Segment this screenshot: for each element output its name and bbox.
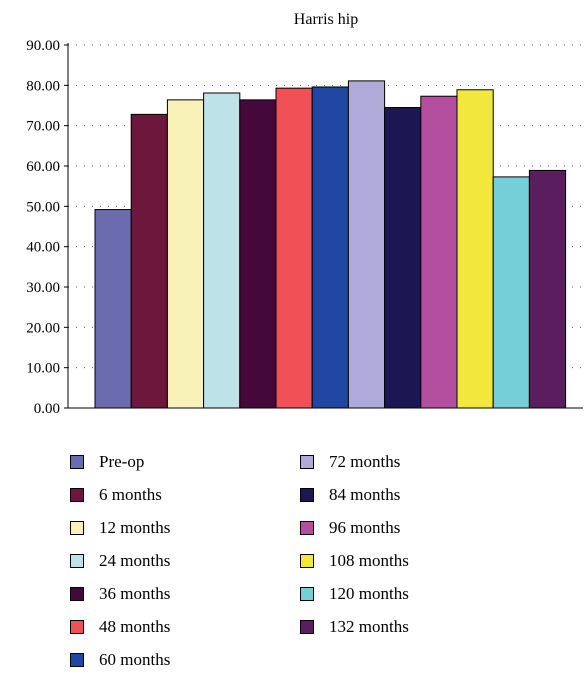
bar [239, 99, 277, 409]
legend-label: 24 months [99, 551, 171, 570]
legend-item: 36 months [70, 584, 170, 617]
legend-swatch [70, 521, 84, 535]
legend-swatch [300, 521, 314, 535]
legend-swatch [300, 455, 314, 469]
y-tick-label: 20.00 [26, 320, 60, 336]
bar [492, 176, 530, 409]
legend-item: 12 months [70, 518, 170, 551]
y-tick-label: 50.00 [26, 199, 60, 215]
y-tick-label: 0.00 [34, 401, 60, 417]
legend-swatch [70, 620, 84, 634]
y-tick-label: 30.00 [26, 280, 60, 296]
bar [203, 92, 241, 409]
bar [94, 209, 132, 409]
y-tick-label: 60.00 [26, 159, 60, 175]
legend-swatch [300, 488, 314, 502]
legend-swatch [70, 455, 84, 469]
bars [94, 80, 567, 409]
y-tick-label: 80.00 [26, 78, 60, 94]
bar-chart: Harris hip 0.00 10.00 20.00 30.00 40.00 50.00… [26, 11, 583, 417]
bar [456, 89, 494, 409]
legend-item: 6 months [70, 485, 170, 518]
bar [347, 80, 386, 409]
y-tick-label: 10.00 [26, 361, 60, 377]
legend-swatch [70, 488, 84, 502]
bar [420, 95, 458, 409]
legend-item: 120 months [300, 584, 409, 617]
legend-label: 48 months [99, 617, 171, 636]
legend-item: 132 months [300, 617, 409, 650]
legend-swatch [70, 554, 84, 568]
bar [528, 169, 567, 409]
legend-label: 132 months [329, 617, 409, 636]
legend-item: Pre-op [70, 452, 170, 485]
legend-swatch [300, 554, 314, 568]
legend-label: 60 months [99, 650, 171, 669]
legend-label: 84 months [329, 485, 401, 504]
bar [384, 107, 422, 409]
legend-label: 96 months [329, 518, 401, 537]
y-tick-label: 40.00 [26, 240, 60, 256]
legend-item: 72 months [300, 452, 409, 485]
legend-swatch [70, 587, 84, 601]
y-axis-ticks: 0.00 10.00 20.00 30.00 40.00 50.00 60.00 70.00 8… [26, 38, 68, 417]
legend-label: 12 months [99, 518, 171, 537]
legend-item: 84 months [300, 485, 409, 518]
legend-item: 60 months [70, 650, 170, 683]
legend-label: 72 months [329, 452, 401, 471]
legend-item: 96 months [300, 518, 409, 551]
y-tick-label: 70.00 [26, 119, 60, 135]
bar [166, 99, 205, 409]
y-tick-label: 90.00 [26, 38, 60, 54]
legend-item: 108 months [300, 551, 409, 584]
legend-label: 108 months [329, 551, 409, 570]
bar [130, 113, 168, 409]
legend-column-left: Pre-op 6 months 12 months 24 months 36 month… [70, 452, 170, 683]
legend-swatch [300, 587, 314, 601]
legend-column-right: 72 months 84 months 96 months 108 months 120… [300, 452, 409, 650]
legend-swatch [300, 620, 314, 634]
legend-label: 6 months [99, 485, 162, 504]
legend-label: 120 months [329, 584, 409, 603]
legend-item: 48 months [70, 617, 170, 650]
legend-item: 24 months [70, 551, 170, 584]
bar [275, 87, 313, 409]
legend-label: 36 months [99, 584, 171, 603]
bar [311, 86, 349, 409]
legend-label: Pre-op [99, 452, 145, 471]
chart-title: Harris hip [294, 11, 358, 28]
legend-swatch [70, 653, 84, 667]
